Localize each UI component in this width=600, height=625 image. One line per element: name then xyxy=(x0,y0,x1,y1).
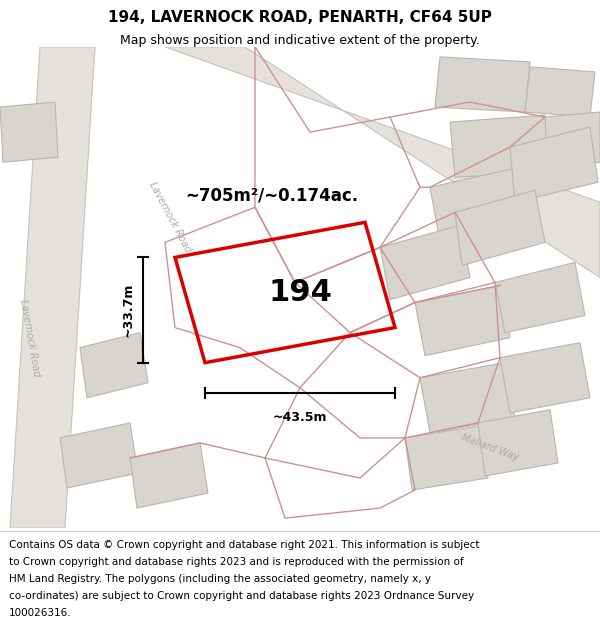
Polygon shape xyxy=(420,362,515,433)
Polygon shape xyxy=(60,423,138,488)
Text: Contains OS data © Crown copyright and database right 2021. This information is : Contains OS data © Crown copyright and d… xyxy=(9,540,479,550)
Polygon shape xyxy=(415,286,510,356)
Polygon shape xyxy=(405,426,488,490)
Polygon shape xyxy=(495,262,585,332)
Polygon shape xyxy=(450,115,550,178)
Text: Lavernock Road: Lavernock Road xyxy=(18,298,42,377)
Polygon shape xyxy=(525,67,595,117)
Polygon shape xyxy=(80,332,148,398)
Text: ~705m²/~0.174ac.: ~705m²/~0.174ac. xyxy=(185,186,358,204)
Text: 100026316.: 100026316. xyxy=(9,608,71,618)
Text: ~43.5m: ~43.5m xyxy=(273,411,327,424)
Polygon shape xyxy=(500,342,590,413)
Polygon shape xyxy=(478,410,558,476)
Polygon shape xyxy=(10,47,95,528)
Text: 194, LAVERNOCK ROAD, PENARTH, CF64 5UP: 194, LAVERNOCK ROAD, PENARTH, CF64 5UP xyxy=(108,10,492,25)
Text: Lavernock Road: Lavernock Road xyxy=(147,181,193,254)
Polygon shape xyxy=(165,47,600,278)
Polygon shape xyxy=(430,167,530,242)
Polygon shape xyxy=(510,127,598,202)
Text: HM Land Registry. The polygons (including the associated geometry, namely x, y: HM Land Registry. The polygons (includin… xyxy=(9,574,431,584)
Polygon shape xyxy=(455,190,545,266)
Polygon shape xyxy=(130,443,208,508)
Polygon shape xyxy=(435,57,530,112)
Polygon shape xyxy=(0,102,58,162)
Polygon shape xyxy=(545,112,600,167)
Polygon shape xyxy=(380,226,470,299)
Text: 194: 194 xyxy=(268,278,332,307)
Text: Map shows position and indicative extent of the property.: Map shows position and indicative extent… xyxy=(120,34,480,47)
Text: to Crown copyright and database rights 2023 and is reproduced with the permissio: to Crown copyright and database rights 2… xyxy=(9,557,464,567)
Text: co-ordinates) are subject to Crown copyright and database rights 2023 Ordnance S: co-ordinates) are subject to Crown copyr… xyxy=(9,591,474,601)
Text: ~33.7m: ~33.7m xyxy=(122,283,135,338)
Text: Mallard Way: Mallard Way xyxy=(460,433,520,463)
